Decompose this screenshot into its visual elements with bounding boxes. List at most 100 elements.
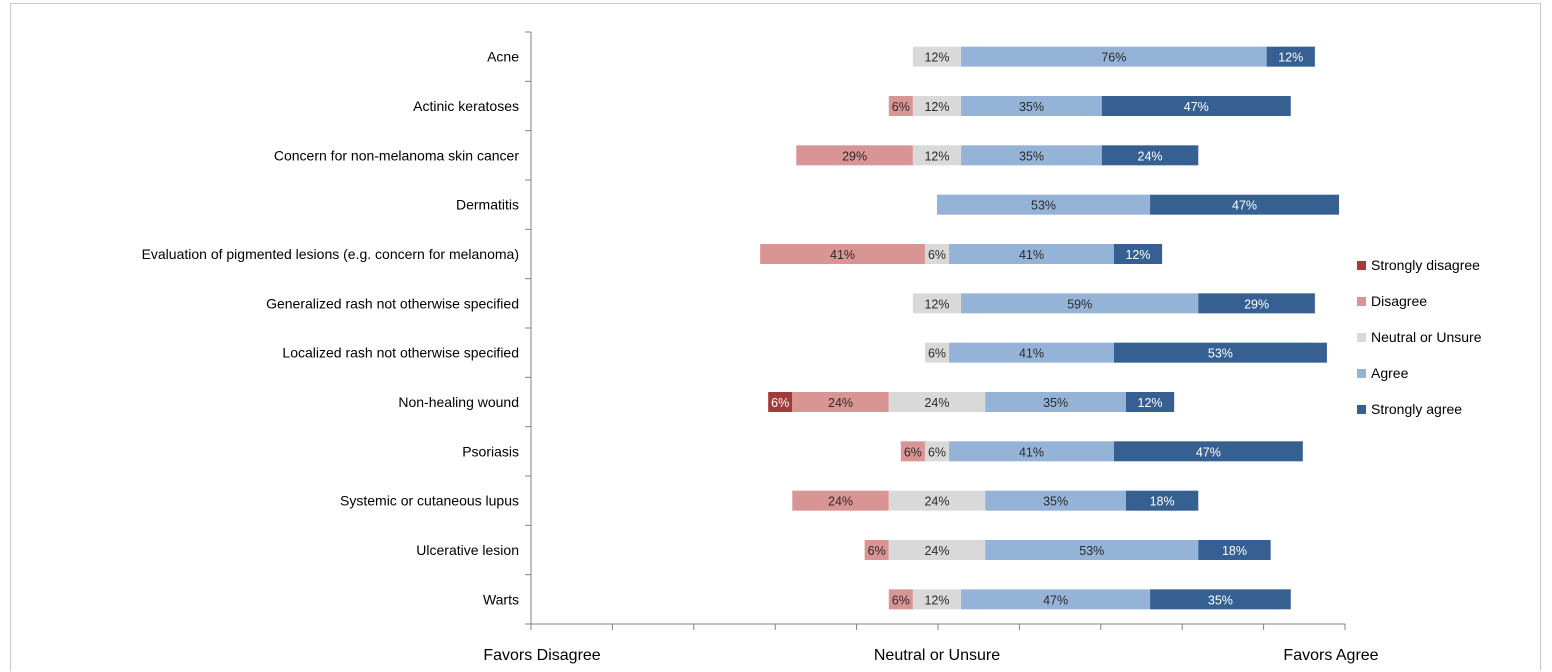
data-label: 6% [892,593,910,607]
legend-label: Strongly disagree [1371,257,1480,273]
bar-segment [961,145,1102,166]
axes [525,31,1346,630]
category-label: Psoriasis [462,443,519,459]
data-label: 6% [904,445,922,459]
legend-label: Agree [1371,365,1409,381]
data-label: 76% [1101,51,1126,65]
legend-label: Disagree [1371,293,1427,309]
bar-segment [888,490,986,511]
data-label: 12% [924,297,949,311]
data-label: 41% [1019,347,1044,361]
bar-segment [888,96,913,116]
category-label: Systemic or cutaneous lupus [340,493,519,509]
bars [760,46,1339,610]
x-axis-label-right: Favors Agree [1283,647,1378,664]
data-label: 35% [1019,149,1044,163]
category-label: Concern for non-melanoma skin cancer [274,147,519,163]
bar-segment [924,441,950,462]
bar-segment [937,194,1151,215]
category-label: Ulcerative lesion [416,542,519,558]
data-label: 24% [1138,149,1163,163]
category-label: Evaluation of pigmented lesions (e.g. co… [142,246,519,262]
data-label: 6% [928,445,946,459]
bar-segment [912,293,962,314]
data-label: 53% [1208,347,1233,361]
legend-swatch [1357,369,1366,378]
data-label: 12% [924,593,949,607]
data-label: 35% [1043,396,1068,410]
data-label: 29% [1244,297,1269,311]
category-label: Generalized rash not otherwise specified [266,295,519,311]
data-label: 18% [1222,544,1247,558]
bar-segment [961,293,1199,314]
bar-segment [1266,46,1315,67]
data-label: 12% [1125,248,1150,262]
data-label: 35% [1043,495,1068,509]
bar-segment [1150,589,1291,610]
bar-segment [961,96,1102,116]
category-label: Warts [483,591,519,607]
chart-frame: Acne 12% 76% 12% Actinic keratoses 6% 12% 35% 47… [10,3,1541,671]
bar-segment [888,589,913,610]
bar-segment [792,490,889,511]
bar-segment [888,540,986,560]
legend: Strongly disagree Disagree Neutral or Unsu… [1357,257,1482,417]
bar-segment [985,490,1126,511]
bar-segment [912,589,962,610]
data-label: 53% [1031,199,1056,213]
bar-segment [912,145,962,166]
data-label: 24% [828,396,853,410]
bar-segment [1198,293,1315,314]
data-label: 12% [924,149,949,163]
bar-segment [1113,342,1327,363]
legend-label: Strongly agree [1371,401,1462,417]
bar-segment [760,244,925,264]
bar-segment [1125,392,1175,412]
bar-segment [1101,96,1291,116]
category-label: Non-healing wound [398,394,519,410]
data-label: 41% [1019,248,1044,262]
bar-segment [1113,244,1163,264]
bar-segment [961,589,1151,610]
bar-segment [796,145,913,166]
bar-segment [912,96,962,116]
data-label: 12% [1138,396,1163,410]
data-label: 35% [1208,593,1233,607]
bar-segment [1113,441,1303,462]
bar-segment [900,441,925,462]
data-label: 6% [928,347,946,361]
data-label: 41% [1019,445,1044,459]
data-label: 47% [1184,100,1209,114]
data-label: 18% [1150,495,1175,509]
x-axis-label-center: Neutral or Unsure [874,647,1000,664]
data-label: 59% [1067,297,1092,311]
legend-swatch [1357,261,1366,270]
bar-segment [949,441,1114,462]
bar-segment [924,244,950,264]
data-label: 24% [924,396,949,410]
data-label: 47% [1043,593,1068,607]
bar-segment [1150,194,1339,215]
bar-segment [1101,145,1199,166]
bar-segment [912,46,962,67]
bar-segment [961,46,1267,67]
data-label: 12% [924,100,949,114]
legend-swatch [1357,297,1366,306]
data-label: 47% [1232,199,1257,213]
data-label: 24% [828,495,853,509]
data-label: 47% [1196,445,1221,459]
labels: Acne 12% 76% 12% Actinic keratoses 6% 12% 35% 47… [142,49,1304,608]
category-label: Actinic keratoses [413,98,519,114]
data-label: 53% [1079,544,1104,558]
category-label: Dermatitis [456,197,519,213]
bar-segment [985,540,1199,560]
bar-segment [792,392,889,412]
bar-segment [924,342,950,363]
category-label: Localized rash not otherwise specified [282,345,519,361]
data-label: 6% [892,100,910,114]
diverging-stacked-bar-chart: Acne 12% 76% 12% Actinic keratoses 6% 12% 35% 47… [142,31,1482,664]
data-label: 6% [868,544,886,558]
bar-segment [985,392,1126,412]
data-label: 12% [1278,51,1303,65]
bar-segment [888,392,986,412]
